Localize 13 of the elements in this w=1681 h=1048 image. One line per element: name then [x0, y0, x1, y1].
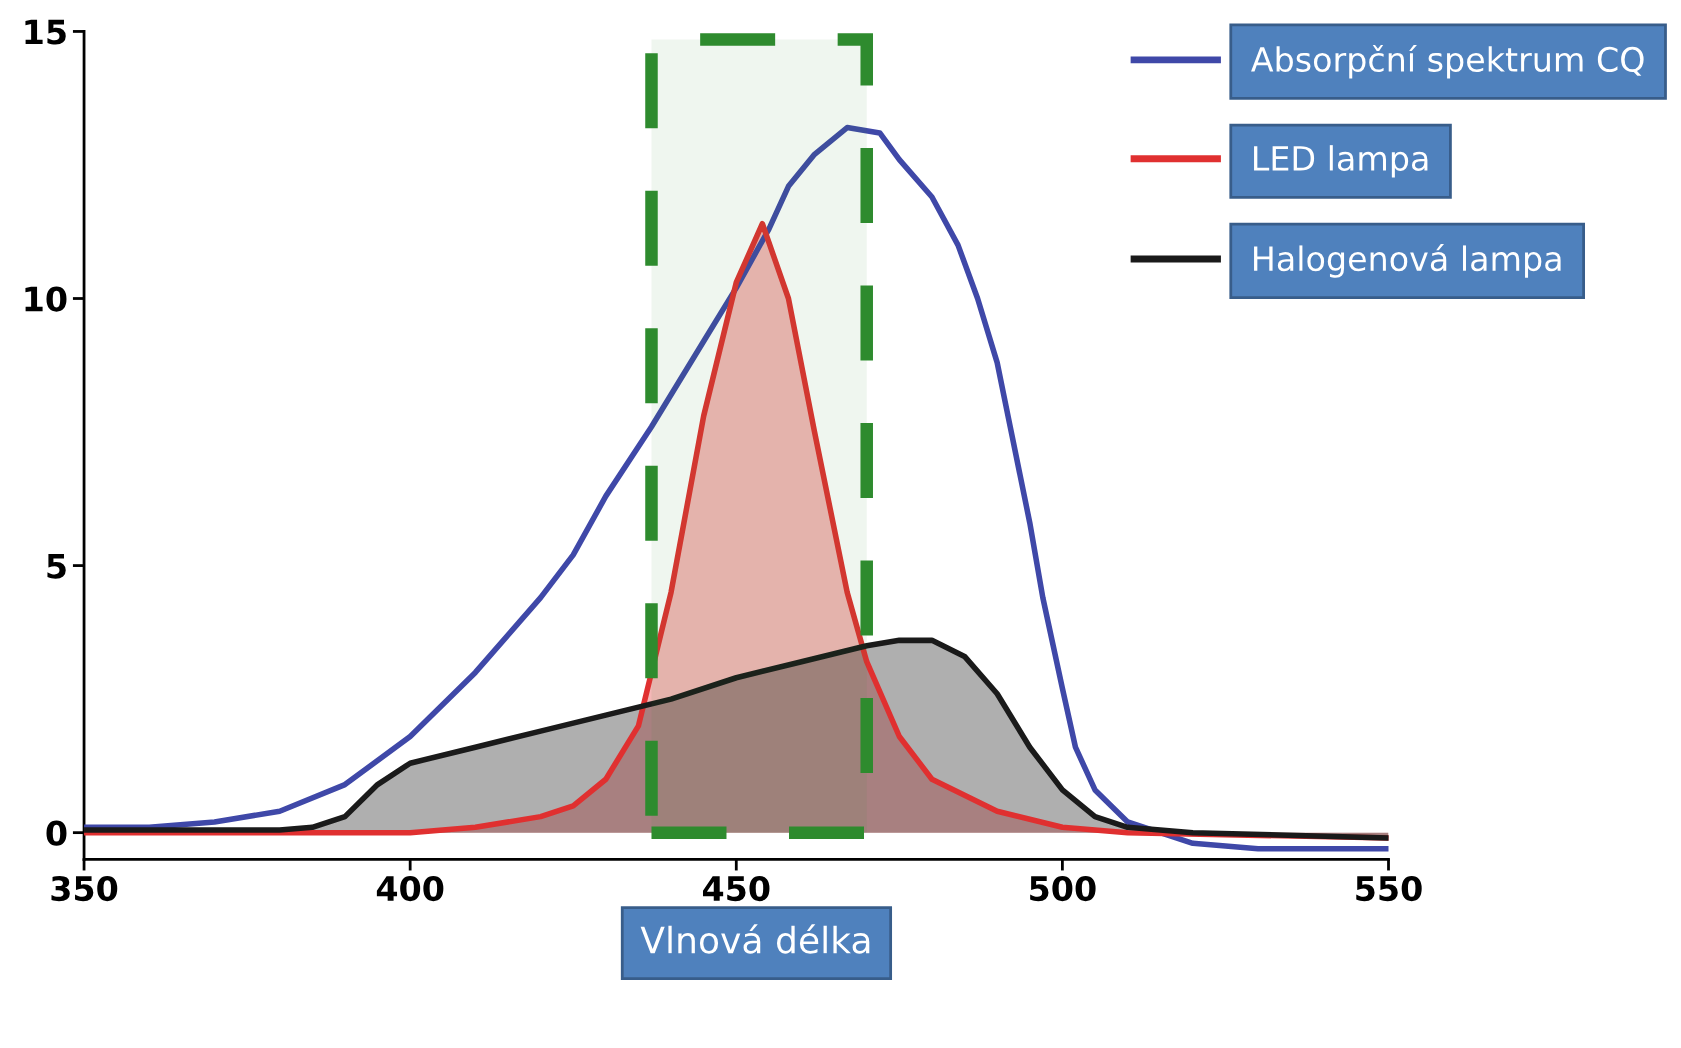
y-tick-label: 10: [25, 286, 67, 312]
x-axis-title: Vlnová délka: [640, 924, 870, 954]
x-tick-label: 450: [702, 875, 770, 902]
y-tick-label: 0: [46, 820, 67, 846]
y-tick-label: 5: [47, 553, 66, 579]
x-tick-label: 400: [376, 875, 444, 902]
x-tick-label: 500: [1030, 875, 1096, 902]
y-tick-label: 15: [25, 19, 66, 45]
x-tick-label: 350: [51, 875, 118, 902]
legend-label: Absorpční spektrum CQ: [1251, 44, 1644, 79]
legend-label: Halogenová lampa: [1254, 244, 1561, 278]
legend-label: LED lampa: [1254, 145, 1428, 178]
x-tick-label: 550: [1356, 875, 1422, 902]
